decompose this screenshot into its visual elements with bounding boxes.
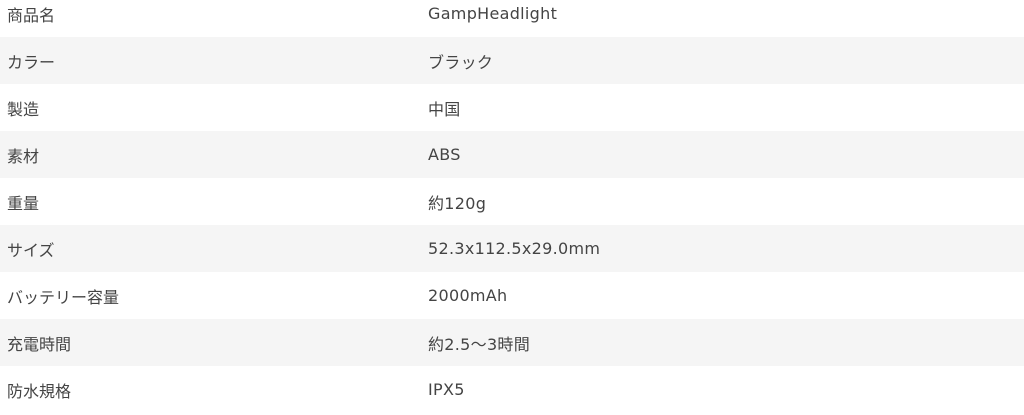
table-row: バッテリー容量 2000mAh — [0, 272, 1024, 319]
row-value: GampHeadlight — [428, 4, 558, 23]
table-row: 製造 中国 — [0, 84, 1024, 131]
table-row: カラー ブラック — [0, 37, 1024, 84]
table-row: 充電時間 約2.5〜3時間 — [0, 319, 1024, 366]
row-label: バッテリー容量 — [7, 287, 120, 307]
table-row: 素材 ABS — [0, 131, 1024, 178]
row-value: 52.3x112.5x29.0mm — [428, 239, 601, 258]
table-row: 重量 約120g — [0, 178, 1024, 225]
row-value: 約2.5〜3時間 — [428, 334, 531, 354]
row-label: 製造 — [7, 99, 40, 119]
table-row: 商品名 GampHeadlight — [0, 0, 1024, 37]
row-label: 防水規格 — [7, 381, 72, 401]
table-row: 防水規格 IPX5 — [0, 366, 1024, 413]
row-value: IPX5 — [428, 380, 465, 399]
row-label: 素材 — [7, 146, 40, 166]
row-value: 2000mAh — [428, 286, 508, 305]
row-label: 商品名 — [7, 5, 56, 25]
row-label: 重量 — [7, 193, 40, 213]
row-value: ブラック — [428, 52, 494, 72]
row-label: カラー — [7, 52, 56, 72]
row-value: ABS — [428, 145, 461, 164]
row-value: 中国 — [428, 99, 461, 119]
row-value: 約120g — [428, 193, 487, 213]
table-row: サイズ 52.3x112.5x29.0mm — [0, 225, 1024, 272]
row-label: サイズ — [7, 240, 55, 260]
row-label: 充電時間 — [7, 334, 72, 354]
